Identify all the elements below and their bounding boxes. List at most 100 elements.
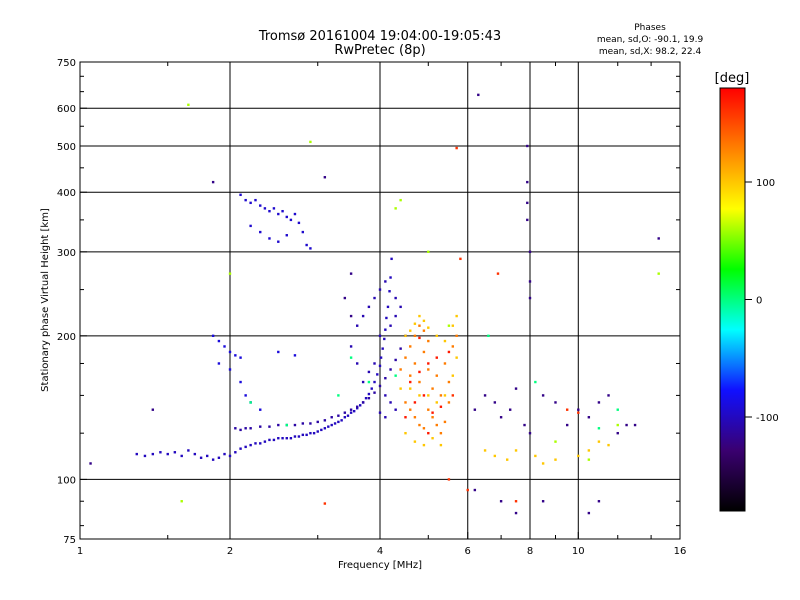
- data-point: [281, 209, 284, 213]
- data-point: [431, 387, 434, 390]
- data-point: [355, 362, 359, 365]
- y-tick-label: 75: [63, 535, 76, 546]
- data-point: [249, 401, 252, 404]
- data-point: [277, 350, 280, 354]
- data-point: [418, 314, 421, 318]
- data-point: [383, 337, 386, 341]
- data-point: [439, 405, 443, 408]
- data-point: [541, 500, 545, 503]
- data-point: [223, 345, 226, 348]
- data-point: [404, 416, 407, 419]
- data-point: [435, 334, 438, 338]
- data-point: [418, 370, 421, 374]
- data-point: [228, 454, 232, 458]
- data-point: [534, 454, 537, 458]
- data-point: [633, 423, 637, 427]
- data-point: [249, 427, 252, 430]
- data-point: [388, 290, 391, 293]
- colorbar-tick-label: 100: [756, 178, 775, 189]
- data-point: [597, 440, 601, 443]
- data-point: [413, 440, 417, 443]
- data-point: [523, 423, 526, 427]
- data-point: [330, 416, 333, 419]
- data-point: [293, 435, 297, 438]
- data-point: [409, 387, 412, 390]
- data-point: [389, 368, 392, 371]
- colorbar: [719, 87, 746, 512]
- data-point: [289, 218, 293, 222]
- data-point: [435, 401, 438, 404]
- data-point: [435, 356, 438, 359]
- data-point: [367, 380, 371, 384]
- data-point: [399, 347, 402, 350]
- data-point: [526, 180, 529, 184]
- data-point: [323, 176, 327, 179]
- stats-heading: Phases: [634, 23, 666, 33]
- data-point: [367, 392, 371, 396]
- data-point: [217, 362, 221, 365]
- data-point: [577, 411, 580, 414]
- data-point: [455, 146, 458, 150]
- data-point: [268, 438, 271, 442]
- data-point: [373, 380, 376, 384]
- data-point: [607, 443, 610, 447]
- data-point: [534, 380, 537, 384]
- data-point: [277, 212, 280, 216]
- data-point: [466, 488, 469, 492]
- data-point: [355, 405, 359, 408]
- data-point: [254, 198, 257, 202]
- data-point: [394, 296, 397, 300]
- data-point: [316, 430, 319, 433]
- y-tick-label: 100: [57, 475, 76, 486]
- data-point: [384, 416, 387, 419]
- data-point: [244, 198, 247, 202]
- data-point: [159, 451, 162, 454]
- y-tick-label: 750: [57, 58, 76, 69]
- data-point: [89, 462, 92, 465]
- data-point: [427, 408, 430, 411]
- data-point: [285, 215, 288, 219]
- data-point: [427, 431, 430, 435]
- data-point: [587, 511, 591, 515]
- data-point: [211, 334, 215, 338]
- data-point: [528, 431, 532, 435]
- data-point: [367, 305, 371, 309]
- x-axis-label: Frequency [MHz]: [338, 560, 422, 571]
- data-point: [337, 394, 340, 397]
- data-point: [277, 437, 280, 440]
- data-point: [616, 408, 619, 411]
- y-tick-label: 500: [57, 142, 76, 153]
- data-point: [399, 198, 402, 202]
- data-point: [447, 401, 451, 404]
- data-point: [249, 443, 252, 447]
- data-point: [244, 394, 247, 397]
- data-point: [439, 431, 443, 435]
- data-point: [404, 401, 407, 404]
- data-point: [499, 416, 503, 419]
- data-point: [554, 458, 557, 461]
- data-point: [528, 280, 532, 283]
- data-point: [418, 380, 421, 384]
- data-point: [422, 394, 426, 397]
- data-point: [435, 423, 438, 427]
- data-point: [451, 345, 455, 348]
- data-point: [554, 401, 557, 404]
- data-point: [346, 414, 350, 417]
- data-point: [259, 204, 262, 207]
- data-point: [259, 230, 262, 234]
- data-point: [399, 387, 402, 390]
- data-point: [309, 422, 312, 425]
- data-point: [199, 456, 203, 459]
- data-point: [297, 221, 301, 225]
- data-point: [234, 451, 237, 454]
- data-point: [281, 437, 284, 440]
- data-point: [333, 422, 337, 425]
- data-point: [166, 452, 169, 456]
- data-point: [451, 374, 455, 377]
- data-point: [427, 250, 430, 254]
- data-point: [473, 408, 477, 411]
- data-point: [309, 247, 312, 250]
- data-point: [431, 437, 434, 440]
- chart-subtitle: RwPretec (8p): [334, 43, 425, 58]
